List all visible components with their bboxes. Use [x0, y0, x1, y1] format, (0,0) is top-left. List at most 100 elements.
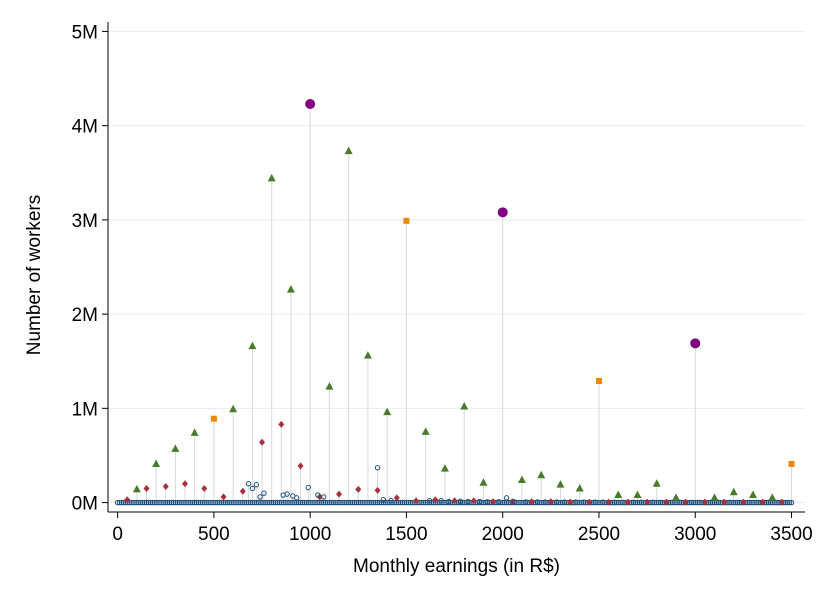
baseline-point [320, 499, 327, 506]
baseline-point [351, 499, 358, 506]
baseline-point [328, 499, 335, 506]
baseline-point [374, 499, 381, 506]
point-triangle-2900 [671, 493, 680, 501]
y-tick-label-5: 5M [72, 22, 98, 43]
baseline-point [290, 499, 296, 506]
point-triangle-200 [152, 459, 161, 467]
baseline-point [617, 499, 623, 506]
point-triangle-1300 [363, 351, 372, 359]
baseline-point [161, 499, 167, 506]
x-tick-label-4: 2000 [482, 524, 524, 545]
point-hollow-circle-1420 [388, 497, 394, 504]
point-diamond-1550 [413, 497, 420, 505]
point-diamond-1750 [451, 497, 458, 505]
baseline-point [295, 499, 302, 506]
baseline-point [211, 499, 217, 506]
point-hollow-circle-1680 [438, 497, 444, 504]
point-hollow-circle-720 [253, 481, 259, 488]
point-hollow-circle-2820 [657, 499, 664, 506]
point-diamond-2950 [682, 498, 689, 506]
baseline-point [224, 499, 231, 506]
baseline-point [438, 499, 444, 506]
baseline-point [694, 499, 700, 506]
baseline-point [226, 499, 233, 506]
baseline-point [357, 499, 363, 506]
baseline-point [557, 499, 564, 506]
baseline-point [263, 499, 269, 506]
point-diamond-3250 [740, 498, 747, 506]
baseline-point [118, 499, 125, 506]
baseline-point [218, 499, 225, 506]
point-diamond-2750 [644, 498, 651, 506]
point-hollow-circle-2480 [592, 499, 598, 505]
baseline-point [401, 499, 408, 506]
baseline-point [319, 499, 325, 506]
point-hollow-circle-2280 [553, 499, 560, 505]
baseline-point [786, 499, 793, 506]
point-hollow-circle-2380 [573, 499, 579, 505]
point-hollow-circle-2980 [688, 499, 695, 506]
point-triangle-400 [190, 428, 199, 436]
baseline-point [407, 499, 413, 506]
point-diamond-1350 [374, 486, 381, 494]
baseline-point [748, 499, 754, 506]
point-hollow-circle-2120 [523, 499, 529, 505]
baseline-point [788, 499, 795, 506]
baseline-point [132, 499, 138, 506]
ticks: 0M 1M 2M 3M 4M 5M 0 500 1000 1500 2000 2500 3000 3500 [72, 22, 813, 545]
point-diamond-750 [259, 438, 266, 446]
baseline-point [199, 499, 206, 506]
point-hollow-circle-1920 [484, 499, 491, 505]
point-triangle-1700 [440, 464, 449, 472]
baseline-point [301, 499, 308, 506]
baseline-point [130, 499, 136, 506]
baseline-point [731, 499, 737, 506]
baseline-point [222, 499, 229, 506]
baseline-point [417, 499, 423, 506]
baseline-point [166, 499, 173, 506]
baseline-point [405, 499, 412, 506]
x-tick-label-0: 0 [112, 524, 123, 545]
baseline-point [203, 499, 209, 506]
drop-lines [126, 103, 793, 503]
baseline-point [205, 499, 211, 506]
x-tick-label-7: 3500 [770, 524, 812, 545]
y-tick-label-3: 3M [72, 211, 98, 232]
baseline-point [338, 499, 344, 506]
point-square-2500 [595, 378, 602, 385]
data-points [124, 98, 795, 506]
baseline-point [344, 499, 350, 506]
point-triangle-3300 [749, 490, 758, 499]
point-hollow-circle-740 [257, 494, 263, 500]
baseline-point [116, 499, 123, 506]
baseline-point [690, 499, 697, 506]
baseline-point [164, 499, 171, 506]
baseline-point [369, 499, 375, 506]
point-hollow-circle-3320 [754, 499, 760, 506]
baseline-point [215, 499, 221, 506]
point-hollow-circle-1040 [315, 492, 321, 498]
baseline-point [347, 499, 354, 506]
baseline-point [332, 499, 338, 506]
baseline-point [307, 499, 313, 506]
point-triangle-900 [286, 285, 295, 293]
point-hollow-circle-2580 [611, 499, 618, 505]
point-triangle-1800 [460, 401, 469, 410]
baseline-point [159, 499, 165, 506]
point-hollow-circle-2320 [561, 499, 568, 505]
baseline-point [353, 499, 360, 506]
baseline-point [253, 499, 259, 506]
baseline-point [280, 499, 286, 506]
point-triangle-3400 [768, 493, 777, 501]
point-triangle-1200 [344, 146, 353, 155]
point-hollow-circle-680 [245, 481, 252, 487]
baseline-point [615, 499, 621, 506]
baseline-point [153, 499, 159, 506]
baseline-point [276, 499, 283, 506]
baseline-point [138, 499, 144, 506]
baseline-point [286, 499, 292, 506]
baseline-point [245, 499, 252, 506]
baseline-point [396, 499, 402, 506]
baseline-point [197, 499, 204, 506]
